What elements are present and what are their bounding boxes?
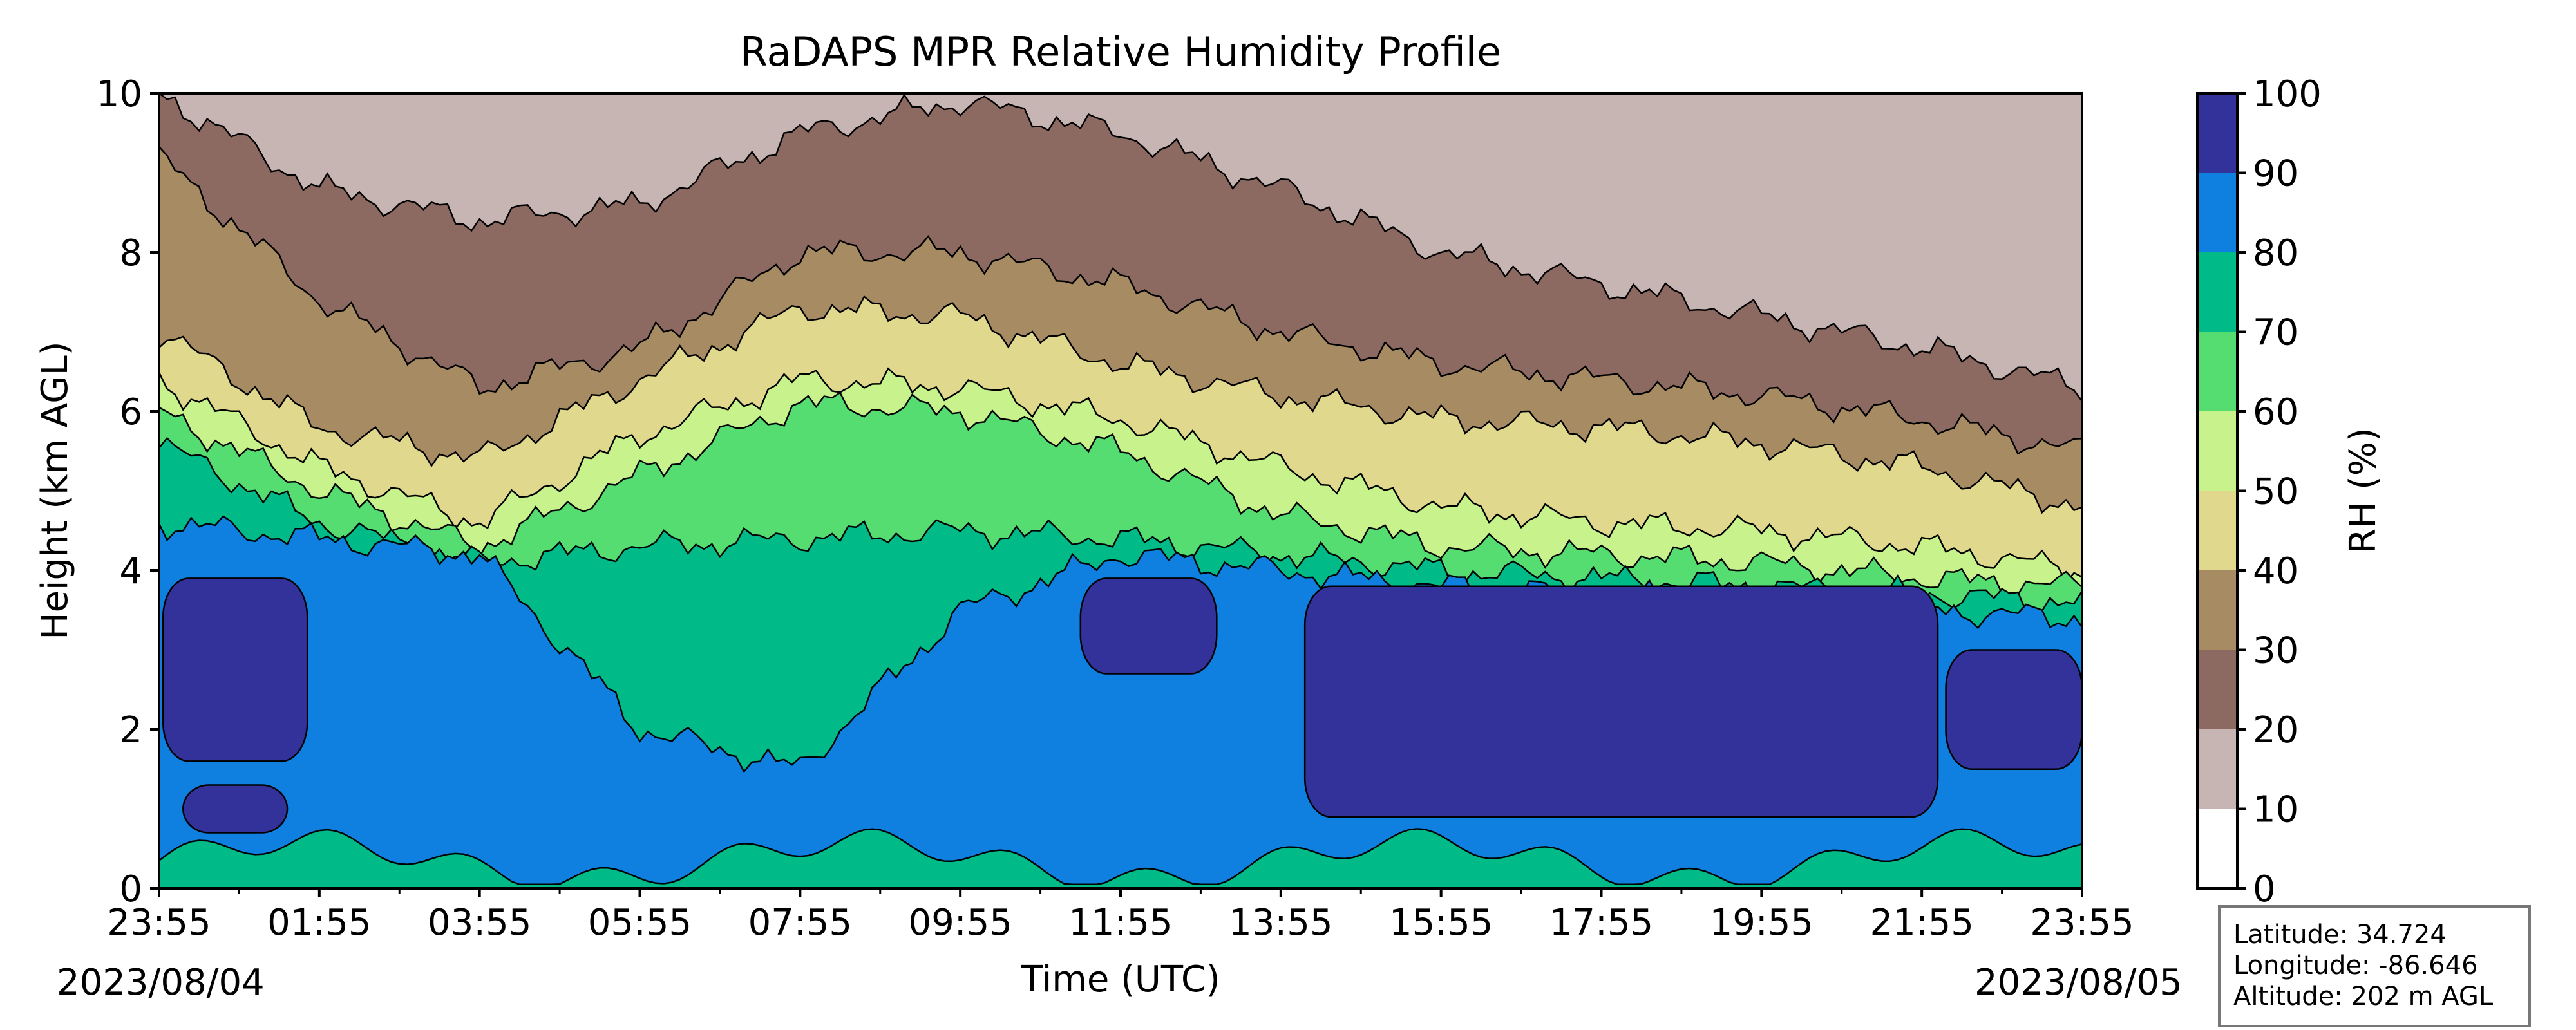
x-tick-label: 11:55: [1068, 902, 1172, 944]
end-date-label: 2023/08/05: [1975, 962, 2183, 1004]
band-rh-90-100-3: [1303, 585, 1939, 818]
x-tick-label: 15:55: [1389, 902, 1493, 944]
y-tick-label: 6: [119, 391, 142, 433]
x-tick-label: 19:55: [1710, 902, 1814, 944]
y-tick-label: 2: [119, 709, 142, 751]
colorbar-tick-label: 100: [2253, 73, 2322, 115]
x-tick-label: 01:55: [267, 902, 371, 944]
colorbar: 0 10 20 30 40 50 60 70 80 90 100: [2197, 73, 2322, 910]
x-tick-label: 03:55: [428, 902, 531, 944]
y-tick-label: 0: [119, 868, 142, 910]
colorbar-segment: [2197, 729, 2237, 809]
info-box-frame: [2218, 905, 2531, 1027]
y-tick-label: 4: [119, 550, 142, 592]
colorbar-segment: [2197, 173, 2237, 252]
contour-field: [159, 93, 2082, 888]
colorbar-segment: [2197, 491, 2237, 570]
station-info-box: Latitude: 34.724 Longitude: -86.646 Alti…: [2218, 905, 2531, 1027]
y-axis: 0 2 4 6 8 10: [97, 73, 159, 910]
colorbar-segment: [2197, 650, 2237, 729]
colorbar-tick-label: 40: [2253, 550, 2298, 592]
chart-title: RaDAPS MPR Relative Humidity Profile: [740, 28, 1501, 75]
colorbar-tick-label: 10: [2253, 789, 2298, 831]
y-tick-label: 10: [97, 73, 142, 115]
x-tick-label: 09:55: [908, 902, 1012, 944]
x-tick-label: 07:55: [748, 902, 852, 944]
altitude-text: Altitude: 202 m AGL: [2233, 982, 2494, 1011]
y-axis-label: Height (km AGL): [34, 341, 76, 639]
colorbar-segment: [2197, 332, 2237, 411]
colorbar-segment: [2197, 570, 2237, 650]
colorbar-tick-label: 70: [2253, 312, 2298, 354]
colorbar-tick-label: 0: [2253, 868, 2276, 910]
colorbar-segment: [2197, 411, 2237, 491]
colorbar-tick-label: 90: [2253, 153, 2298, 195]
x-tick-label: 05:55: [588, 902, 692, 944]
colorbar-segment: [2197, 252, 2237, 332]
start-date-label: 2023/08/04: [57, 962, 265, 1004]
latitude-text: Latitude: 34.724: [2233, 920, 2447, 950]
band-rh-90-100-4: [1945, 649, 2082, 770]
colorbar-tick-label: 80: [2253, 232, 2298, 274]
colorbar-tick-label: 60: [2253, 391, 2298, 433]
x-axis-label: Time (UTC): [1020, 959, 1220, 1000]
x-tick-label: 13:55: [1229, 902, 1332, 944]
longitude-text: Longitude: -86.646: [2233, 951, 2478, 980]
x-tick-label: 23:55: [2030, 902, 2134, 944]
x-tick-label: 17:55: [1549, 902, 1653, 944]
x-tick-label: 23:55: [107, 902, 211, 944]
x-tick-label: 21:55: [1870, 902, 1973, 944]
colorbar-label: RH (%): [2342, 427, 2384, 554]
band-rh-90-100-1: [182, 784, 289, 834]
band-rh-90-100-0: [162, 577, 308, 762]
band-rh-90-100-2: [1079, 577, 1218, 675]
colorbar-tick-label: 20: [2253, 709, 2298, 751]
band-surface-layer: [159, 828, 2082, 888]
x-axis: 23:55 01:55 03:55 05:55 07:55 09:55 11:55 13:55…: [107, 888, 2134, 944]
colorbar-segment: [2197, 809, 2237, 888]
colorbar-tick-label: 30: [2253, 630, 2298, 672]
y-tick-label: 8: [119, 232, 142, 274]
colorbar-tick-label: 50: [2253, 471, 2298, 513]
colorbar-frame: [2196, 92, 2239, 890]
colorbar-segment: [2197, 93, 2237, 173]
